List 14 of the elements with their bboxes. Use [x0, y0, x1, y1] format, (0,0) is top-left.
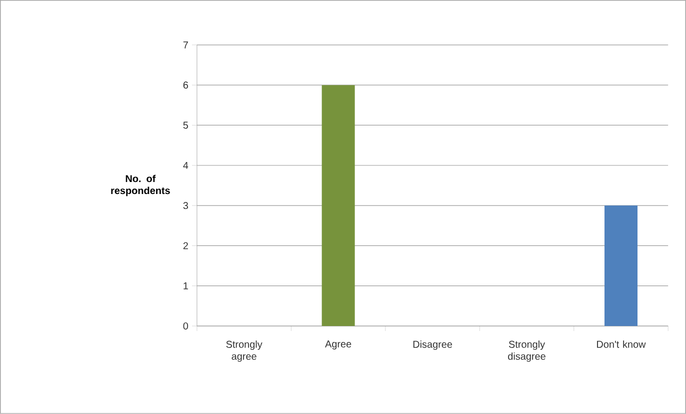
y-tick-label: 1 — [184, 282, 188, 290]
y-tick-label: 0 — [183, 322, 188, 330]
y-tick-label: 2 — [183, 242, 188, 250]
y-axis-title: No. of respondents — [111, 174, 170, 196]
x-tick-label: Disagree — [413, 340, 452, 350]
y-tick-label: 6 — [183, 82, 188, 89]
x-tick-label: Don't know — [597, 340, 646, 348]
x-tick-label: Strongly agree — [226, 340, 262, 362]
y-tick-label: 5 — [183, 122, 188, 129]
y-tick-label: 4 — [183, 162, 188, 169]
x-tick-label: Agree — [325, 340, 352, 350]
x-tick-label: Strongly disagree — [508, 340, 546, 362]
y-tick-label: 7 — [183, 42, 188, 48]
y-tick-label: 3 — [183, 202, 188, 210]
